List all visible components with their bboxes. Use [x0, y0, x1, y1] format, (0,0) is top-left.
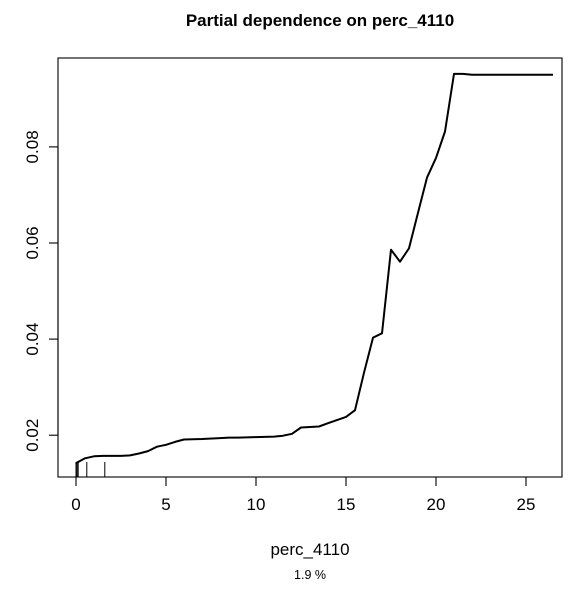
x-tick-label: 20	[427, 495, 446, 514]
y-axis: 0.02 0.04 0.06 0.08	[23, 130, 59, 452]
x-tick-label: 25	[517, 495, 536, 514]
x-axis-subtitle: 1.9 %	[294, 568, 326, 582]
series-line	[75, 72, 553, 464]
y-tick-label: 0.04	[23, 323, 42, 356]
series-lines	[75, 72, 553, 464]
y-tick-label: 0.02	[23, 419, 42, 452]
chart-title: Partial dependence on perc_4110	[186, 11, 454, 30]
x-tick-label: 5	[161, 495, 170, 514]
x-tick-label: 10	[247, 495, 266, 514]
x-tick-label: 0	[71, 495, 80, 514]
rug-marks	[75, 462, 106, 477]
x-tick-label: 15	[337, 495, 356, 514]
plot-area-border	[57, 57, 563, 478]
x-axis: 0 5 10 15 20 25	[71, 476, 536, 514]
y-tick-label: 0.06	[23, 226, 42, 259]
y-tick-label: 0.08	[23, 130, 42, 163]
x-axis-label: perc_4110	[270, 540, 349, 559]
